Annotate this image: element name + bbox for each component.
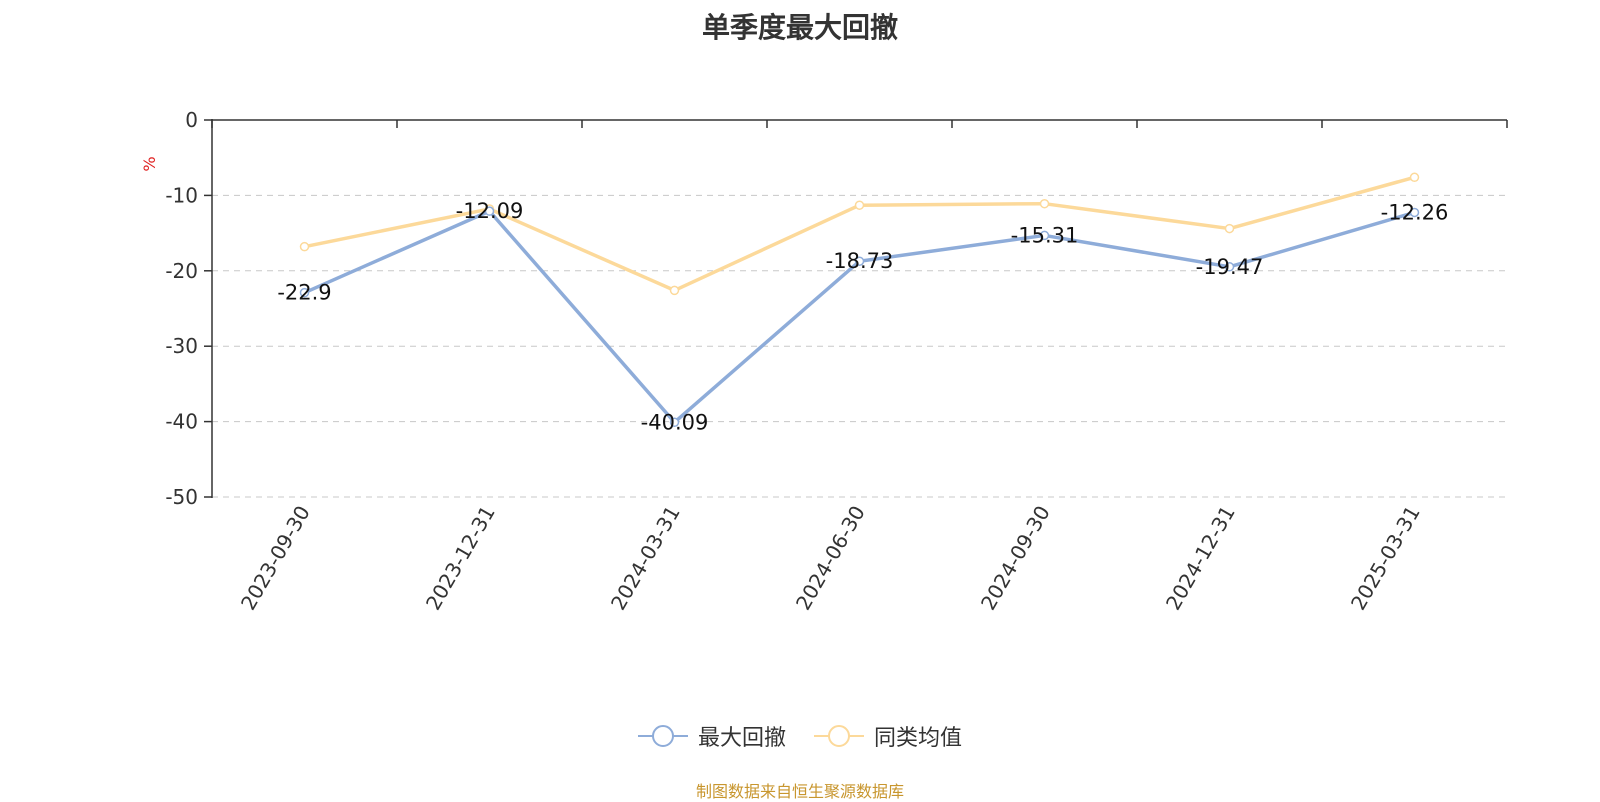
chart-title: 单季度最大回撤 — [701, 11, 898, 44]
data-point — [484, 206, 495, 216]
line-chart: 0 -10 -20 -30 -40 -50 2023-09-30 2023-12-31 2024… — [140, 108, 1508, 615]
x-tick-label: 2024-12-31 — [1161, 502, 1240, 615]
series — [299, 172, 1420, 428]
y-tick-label: -20 — [165, 259, 198, 283]
legend-item-peer-average[interactable]: 同类均值 — [814, 720, 962, 752]
series-line — [303, 209, 1415, 425]
x-tick-label: 2024-06-30 — [791, 502, 870, 615]
y-tick-label: 0 — [185, 108, 198, 132]
data-label: -18.73 — [826, 249, 894, 273]
data-point — [1409, 207, 1420, 218]
data-point — [854, 200, 865, 210]
data-point — [669, 285, 680, 296]
legend-marker-max-drawdown — [637, 725, 688, 747]
y-tick-label: -50 — [165, 485, 198, 509]
data-labels: -22.9 -12.09 -40.09 -18.73 -15.31 -19.47 -12.2… — [277, 199, 1448, 434]
x-tick-label: 2024-03-31 — [606, 502, 685, 615]
x-tick-label: 2024-09-30 — [976, 502, 1055, 615]
data-label: -22.9 — [277, 281, 331, 305]
data-label: -19.47 — [1196, 255, 1264, 279]
data-point — [299, 287, 310, 298]
data-point — [1409, 172, 1420, 183]
data-label: -40.09 — [641, 410, 709, 434]
axes: 0 -10 -20 -30 -40 -50 2023-09-30 2023-12-31 2024… — [165, 108, 1508, 615]
data-point — [299, 241, 310, 252]
grid-lines — [212, 194, 1507, 498]
y-tick-label: -30 — [165, 334, 198, 358]
data-label: -12.09 — [456, 199, 524, 223]
data-point — [669, 417, 680, 428]
legend: 最大回撤 同类均值 — [0, 720, 1600, 752]
data-point — [854, 256, 865, 266]
legend-marker-peer-average — [814, 725, 864, 747]
data-label: -15.31 — [1011, 223, 1079, 247]
y-tick-label: -40 — [165, 410, 198, 434]
data-point — [1039, 198, 1050, 209]
data-point — [1039, 230, 1050, 241]
x-tick-label: 2025-03-31 — [1346, 502, 1425, 615]
data-source-note: 制图数据来自恒生聚源数据库 — [695, 782, 904, 801]
data-point — [1224, 262, 1235, 272]
legend-label-max-drawdown: 最大回撤 — [697, 726, 786, 751]
y-tick-label: -10 — [165, 183, 198, 207]
data-label: -12.26 — [1381, 200, 1449, 224]
y-axis-unit-label: % — [140, 156, 159, 171]
legend-label-peer-average: 同类均值 — [874, 726, 963, 751]
legend-item-max-drawdown[interactable]: 最大回撤 — [637, 720, 786, 752]
x-tick-label: 2023-09-30 — [236, 502, 315, 615]
x-tick-label: 2023-12-31 — [421, 502, 500, 615]
data-point — [1224, 223, 1235, 234]
